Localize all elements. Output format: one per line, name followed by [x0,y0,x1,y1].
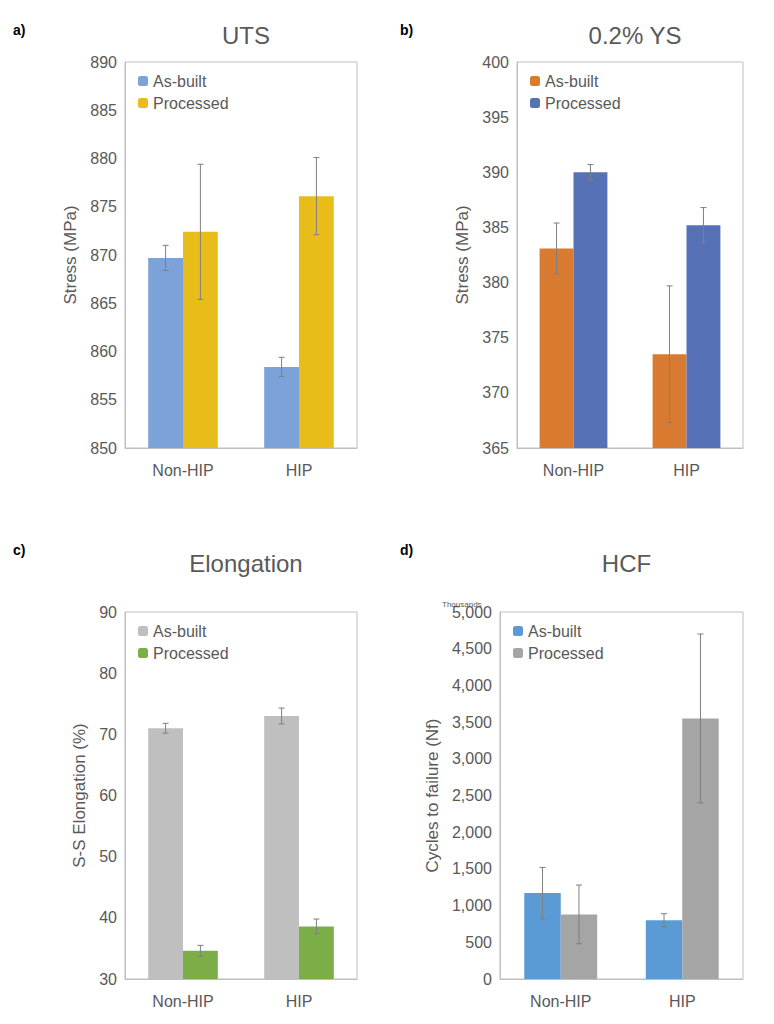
svg-text:80: 80 [99,665,117,682]
svg-text:Stress (MPa): Stress (MPa) [61,205,80,304]
svg-text:d): d) [400,542,413,558]
svg-text:Cycles to failure (Nf): Cycles to failure (Nf) [423,719,442,873]
svg-text:60: 60 [99,787,117,804]
svg-text:390: 390 [482,164,509,181]
svg-text:Elongation: Elongation [189,550,302,577]
svg-text:380: 380 [482,274,509,291]
svg-text:Non-HIP: Non-HIP [530,993,591,1010]
svg-text:Stress (MPa): Stress (MPa) [453,205,472,304]
svg-text:3,000: 3,000 [452,750,492,767]
svg-text:a): a) [13,22,25,38]
svg-text:885: 885 [90,102,117,119]
svg-text:As-built: As-built [153,73,207,90]
svg-text:Processed: Processed [545,95,621,112]
svg-text:S-S Elongation (%): S-S Elongation (%) [70,723,89,868]
svg-text:Non-HIP: Non-HIP [152,462,213,479]
svg-text:b): b) [400,22,413,38]
svg-text:Processed: Processed [528,645,604,662]
svg-text:850: 850 [90,440,117,457]
svg-text:HCF: HCF [602,550,651,577]
svg-text:As-built: As-built [528,623,582,640]
svg-text:HIP: HIP [286,993,313,1010]
svg-text:375: 375 [482,329,509,346]
svg-text:0.2% YS: 0.2% YS [589,22,682,49]
svg-text:4,000: 4,000 [452,677,492,694]
svg-text:890: 890 [90,54,117,71]
svg-text:855: 855 [90,391,117,408]
svg-text:1,000: 1,000 [452,897,492,914]
svg-text:UTS: UTS [222,22,270,49]
svg-text:5,000: 5,000 [452,604,492,621]
svg-text:870: 870 [90,247,117,264]
svg-text:Non-HIP: Non-HIP [152,993,213,1010]
svg-text:As-built: As-built [153,623,207,640]
svg-text:860: 860 [90,343,117,360]
svg-text:400: 400 [482,54,509,71]
svg-text:Processed: Processed [153,645,229,662]
svg-text:50: 50 [99,848,117,865]
svg-text:2,500: 2,500 [452,787,492,804]
svg-text:As-built: As-built [545,73,599,90]
svg-text:Non-HIP: Non-HIP [543,462,604,479]
svg-text:HIP: HIP [669,993,696,1010]
svg-text:370: 370 [482,384,509,401]
svg-text:70: 70 [99,726,117,743]
svg-text:HIP: HIP [286,462,313,479]
svg-text:880: 880 [90,150,117,167]
svg-text:2,000: 2,000 [452,824,492,841]
svg-text:c): c) [13,542,25,558]
svg-text:1,500: 1,500 [452,860,492,877]
svg-text:4,500: 4,500 [452,640,492,657]
svg-text:3,500: 3,500 [452,714,492,731]
svg-text:90: 90 [99,604,117,621]
svg-text:HIP: HIP [673,462,700,479]
svg-text:Processed: Processed [153,95,229,112]
svg-text:365: 365 [482,440,509,457]
svg-text:0: 0 [483,971,492,988]
svg-text:865: 865 [90,295,117,312]
svg-text:875: 875 [90,198,117,215]
svg-text:395: 395 [482,109,509,126]
svg-text:30: 30 [99,971,117,988]
svg-text:385: 385 [482,219,509,236]
svg-text:500: 500 [465,934,492,951]
svg-text:40: 40 [99,909,117,926]
